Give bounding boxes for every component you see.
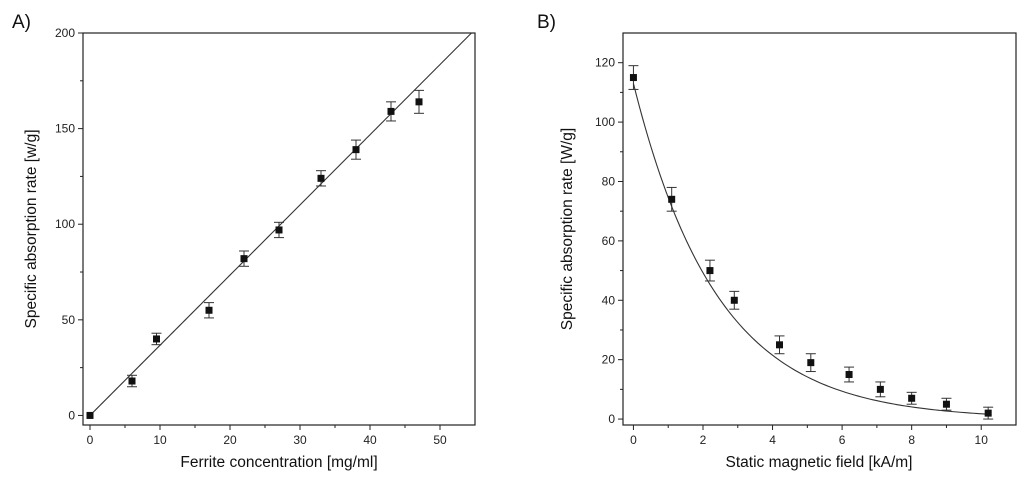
panel-b-y-tick-label: 120 [595,56,615,70]
panel-b-y-tick-label: 0 [608,412,615,426]
panel-a-x-tick-label: 50 [433,433,447,447]
panel-b-x-tick-label: 10 [975,433,989,447]
panel-a-data-point [275,226,283,234]
panel-b-fit-line [632,83,989,415]
panel-a-x-tick-label: 40 [363,433,377,447]
panel-b-data-point [984,409,992,417]
panel-a-x-tick-label: 30 [293,433,307,447]
panel-b-y-tick-label: 100 [595,115,615,129]
panel-a-data-point [86,411,94,419]
panel-a-data-point [240,255,248,263]
panel-b-data-point [776,341,784,349]
panel-a-data-point [205,306,213,314]
panel-b-y-tick-label: 40 [602,293,616,307]
panel-b-marks [628,65,994,420]
panel-b-data-point [629,74,637,82]
panel-a-x-tick-label: 10 [153,433,167,447]
panel-a-marks [86,32,472,419]
panel-b-y-tick-label: 80 [602,174,616,188]
panel-b-x-tick-label: 4 [769,433,776,447]
panel-a-y-tick-label: 0 [68,408,75,422]
panel-a-fit-line [89,32,472,416]
panel-b-data-point [807,359,815,367]
panel-a-y-tick-label: 100 [55,217,75,231]
panel-a: A) 0 10 20 30 40 50 0 50 100 150 200 Ferrite conce… [12,12,476,471]
panel-b-data-point [706,267,714,275]
panel-b-x-tick-label: 0 [630,433,637,447]
panel-b-data-point [908,394,916,402]
panel-a-data-point [153,335,160,343]
panel-a-x-axis-title: Ferrite concentration [mg/ml] [180,454,377,471]
panel-b-y-tick-label: 20 [602,353,616,367]
panel-a-data-point [128,377,136,385]
panel-a-ticks: 0 10 20 30 40 50 0 50 100 150 200 [55,26,447,447]
panel-a-data-point [352,146,360,154]
panel-b-data-point [942,400,950,408]
panel-a-data-point [387,107,395,115]
panel-b-data-point [730,296,738,304]
panel-b-x-axis-title: Static magnetic field [kA/m] [726,454,913,471]
panel-b-x-tick-label: 2 [700,433,707,447]
panel-b-y-axis-title: Specific absorption rate [W/g] [559,128,576,330]
panel-a-x-tick-label: 0 [87,433,94,447]
panel-a-y-tick-label: 50 [62,313,76,327]
panel-a-y-tick-label: 200 [55,26,75,40]
panel-b-plot-frame [622,32,1017,426]
panel-b-data-point [668,195,676,203]
panel-a-label: A) [12,12,31,33]
panel-a-y-axis-title: Specific absorption rate [w/g] [23,129,40,328]
panel-b-x-tick-label: 6 [839,433,846,447]
panel-a-data-point [415,98,423,106]
panel-b-label: B) [537,12,556,33]
panel-b-data-point [876,385,884,393]
panel-a-y-tick-label: 150 [55,122,75,136]
panel-b-data-point [845,371,853,379]
panel-a-plot-frame [82,32,476,426]
panel-a-x-tick-label: 20 [223,433,237,447]
panel-b-x-tick-label: 8 [908,433,915,447]
panel-a-data-point [317,174,325,182]
panel-b-y-tick-label: 60 [602,234,616,248]
